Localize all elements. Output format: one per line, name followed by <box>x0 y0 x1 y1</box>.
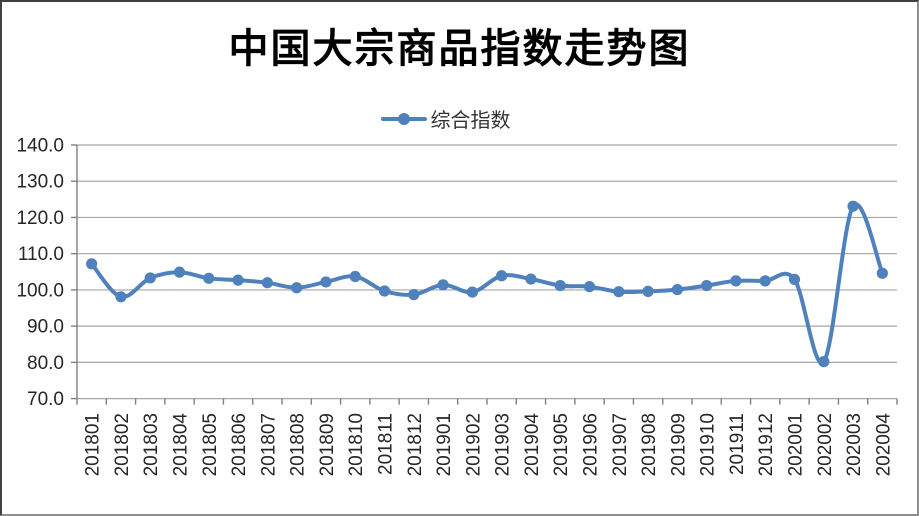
chart-title: 中国大宗商品指数走势图 <box>228 25 691 72</box>
x-axis-label: 202002 <box>815 413 836 476</box>
data-point-marker <box>144 272 156 284</box>
data-point-marker <box>788 273 801 286</box>
data-point-marker <box>466 286 478 298</box>
data-point-marker <box>701 279 713 292</box>
data-point-marker <box>525 273 537 285</box>
x-axis-label: 201801 <box>83 413 104 476</box>
x-axis-label: 201904 <box>522 413 543 477</box>
data-point-marker <box>759 275 771 287</box>
x-axis-label: 201901 <box>434 413 455 476</box>
data-point-marker <box>583 281 596 293</box>
legend: 综合指数 <box>2 104 903 133</box>
data-point-marker <box>320 276 332 288</box>
data-point-marker <box>232 274 244 286</box>
x-axis-label: 201810 <box>346 413 367 476</box>
x-axis-label: 201911 <box>727 413 748 475</box>
data-point-marker <box>671 283 683 296</box>
x-axis-label: 201809 <box>317 413 338 476</box>
data-point-marker <box>173 266 186 278</box>
y-axis-label: 140.0 <box>16 136 64 157</box>
x-axis-label: 202003 <box>844 413 865 476</box>
data-point-marker <box>261 277 273 289</box>
y-axis-label: 120.0 <box>16 208 64 229</box>
y-axis-label: 80.0 <box>27 353 64 374</box>
data-point-marker <box>847 200 859 212</box>
x-axis-label: 201910 <box>698 413 719 476</box>
data-point-marker <box>642 285 654 297</box>
legend-label: 综合指数 <box>430 110 511 132</box>
x-axis-label: 201907 <box>610 413 631 476</box>
data-point-marker <box>408 289 420 301</box>
data-point-marker <box>437 279 449 291</box>
legend-line-marker-icon <box>380 112 427 125</box>
data-point-marker <box>613 286 625 298</box>
x-axis-label: 201804 <box>171 413 192 477</box>
x-axis-label: 201808 <box>288 413 309 476</box>
data-point-marker <box>554 279 566 292</box>
y-axis-label: 110.0 <box>18 244 64 265</box>
data-point-marker <box>203 272 215 284</box>
x-axis-label: 202001 <box>786 413 807 476</box>
y-axis-label: 130.0 <box>16 172 64 193</box>
data-point-marker <box>115 291 127 303</box>
x-axis-label: 201912 <box>756 413 777 476</box>
x-axis-label: 202004 <box>873 413 894 477</box>
data-point-marker <box>876 267 888 279</box>
x-axis-label: 201908 <box>639 413 660 476</box>
y-axis-label: 100.0 <box>16 280 64 301</box>
x-axis-label: 201807 <box>258 413 279 476</box>
x-axis-label: 201802 <box>112 413 133 476</box>
x-axis-label: 201805 <box>200 413 221 476</box>
data-point-marker <box>349 270 361 283</box>
data-point-marker <box>730 275 742 287</box>
x-axis-label: 201803 <box>141 413 162 476</box>
x-axis-label: 201806 <box>229 413 250 476</box>
data-point-marker <box>86 258 98 270</box>
x-axis-label: 201905 <box>551 413 572 476</box>
data-point-marker <box>378 285 391 297</box>
legend-dot-icon <box>397 112 410 125</box>
data-point-marker <box>818 356 830 368</box>
data-point-marker <box>496 270 508 282</box>
x-axis-label: 201909 <box>668 413 689 476</box>
x-axis-label: 201812 <box>405 413 426 476</box>
y-axis-label: 90.0 <box>27 317 64 338</box>
x-axis-label: 201811 <box>376 413 397 475</box>
x-axis-label: 201903 <box>493 413 514 476</box>
y-axis-label: 70.0 <box>27 389 64 410</box>
x-axis-label: 201906 <box>581 413 602 476</box>
data-point-marker <box>291 282 303 294</box>
x-axis-label: 201902 <box>463 413 484 476</box>
